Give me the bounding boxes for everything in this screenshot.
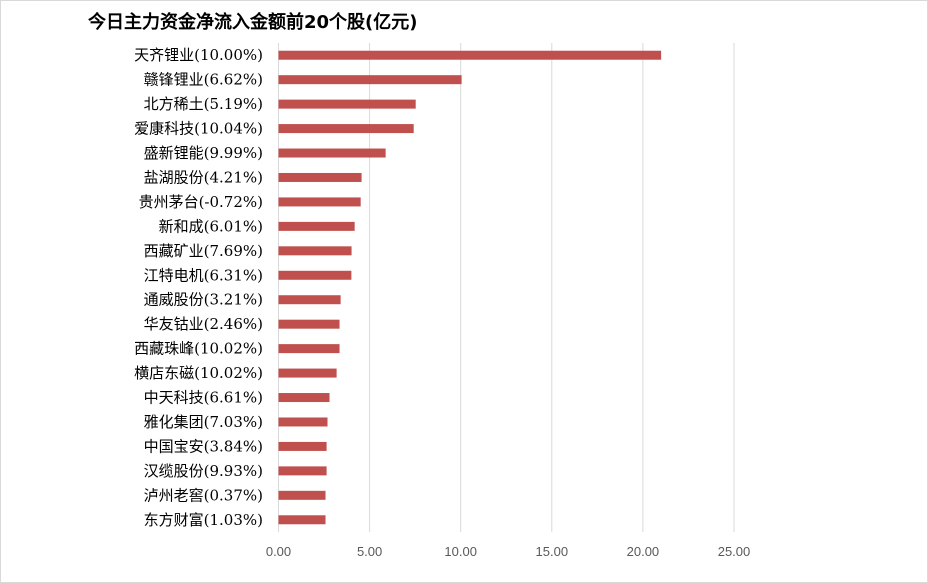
bar [278,515,326,525]
bar [278,466,327,476]
category-label: 雅化集团(7.03%) [144,413,263,431]
bar [278,319,340,329]
bar [278,246,352,256]
category-label: 中天科技(6.61%) [144,389,263,407]
category-label: 江特电机(6.31%) [144,266,263,284]
chart-title: 今日主力资金净流入金额前20个股(亿元) [88,12,418,33]
category-label: 盛新锂能(9.99%) [144,144,263,162]
bar [278,148,386,158]
category-label: 天齐锂业(10.00%) [134,46,263,64]
bar [278,270,352,280]
x-tick-label: 20.00 [627,544,660,559]
bar [278,99,416,109]
category-label: 北方稀土(5.19%) [144,95,263,113]
bar [278,221,355,231]
category-label: 汉缆股份(9.93%) [144,462,263,480]
bar [278,490,326,500]
bar [278,75,462,85]
bar [278,295,341,305]
category-label: 横店东磁(10.02%) [134,364,263,382]
category-label: 西藏珠峰(10.02%) [134,340,263,358]
x-tick-label: 10.00 [444,544,477,559]
x-tick-label: 25.00 [718,544,751,559]
category-label: 东方财富(1.03%) [144,511,263,529]
category-label: 新和成(6.01%) [159,217,263,235]
bar [278,441,327,451]
category-label: 中国宝安(3.84%) [144,437,263,455]
category-label: 爱康科技(10.04%) [134,120,263,138]
category-label: 赣锋锂业(6.62%) [144,71,263,89]
category-label: 贵州茅台(-0.72%) [139,193,263,211]
category-label: 华友钴业(2.46%) [144,315,263,333]
category-label: 盐湖股份(4.21%) [144,168,263,186]
x-tick-label: 0.00 [266,544,291,559]
bar [278,124,414,134]
bar [278,172,362,182]
bar [278,368,337,378]
bar [278,50,662,60]
x-tick-label: 5.00 [357,544,382,559]
bar [278,393,330,403]
x-tick-label: 15.00 [536,544,569,559]
bar [278,197,361,207]
bar [278,417,328,427]
category-label: 泸州老窖(0.37%) [144,486,263,504]
category-label: 通威股份(3.21%) [144,291,263,309]
bar [278,344,340,354]
category-label: 西藏矿业(7.69%) [144,242,263,260]
